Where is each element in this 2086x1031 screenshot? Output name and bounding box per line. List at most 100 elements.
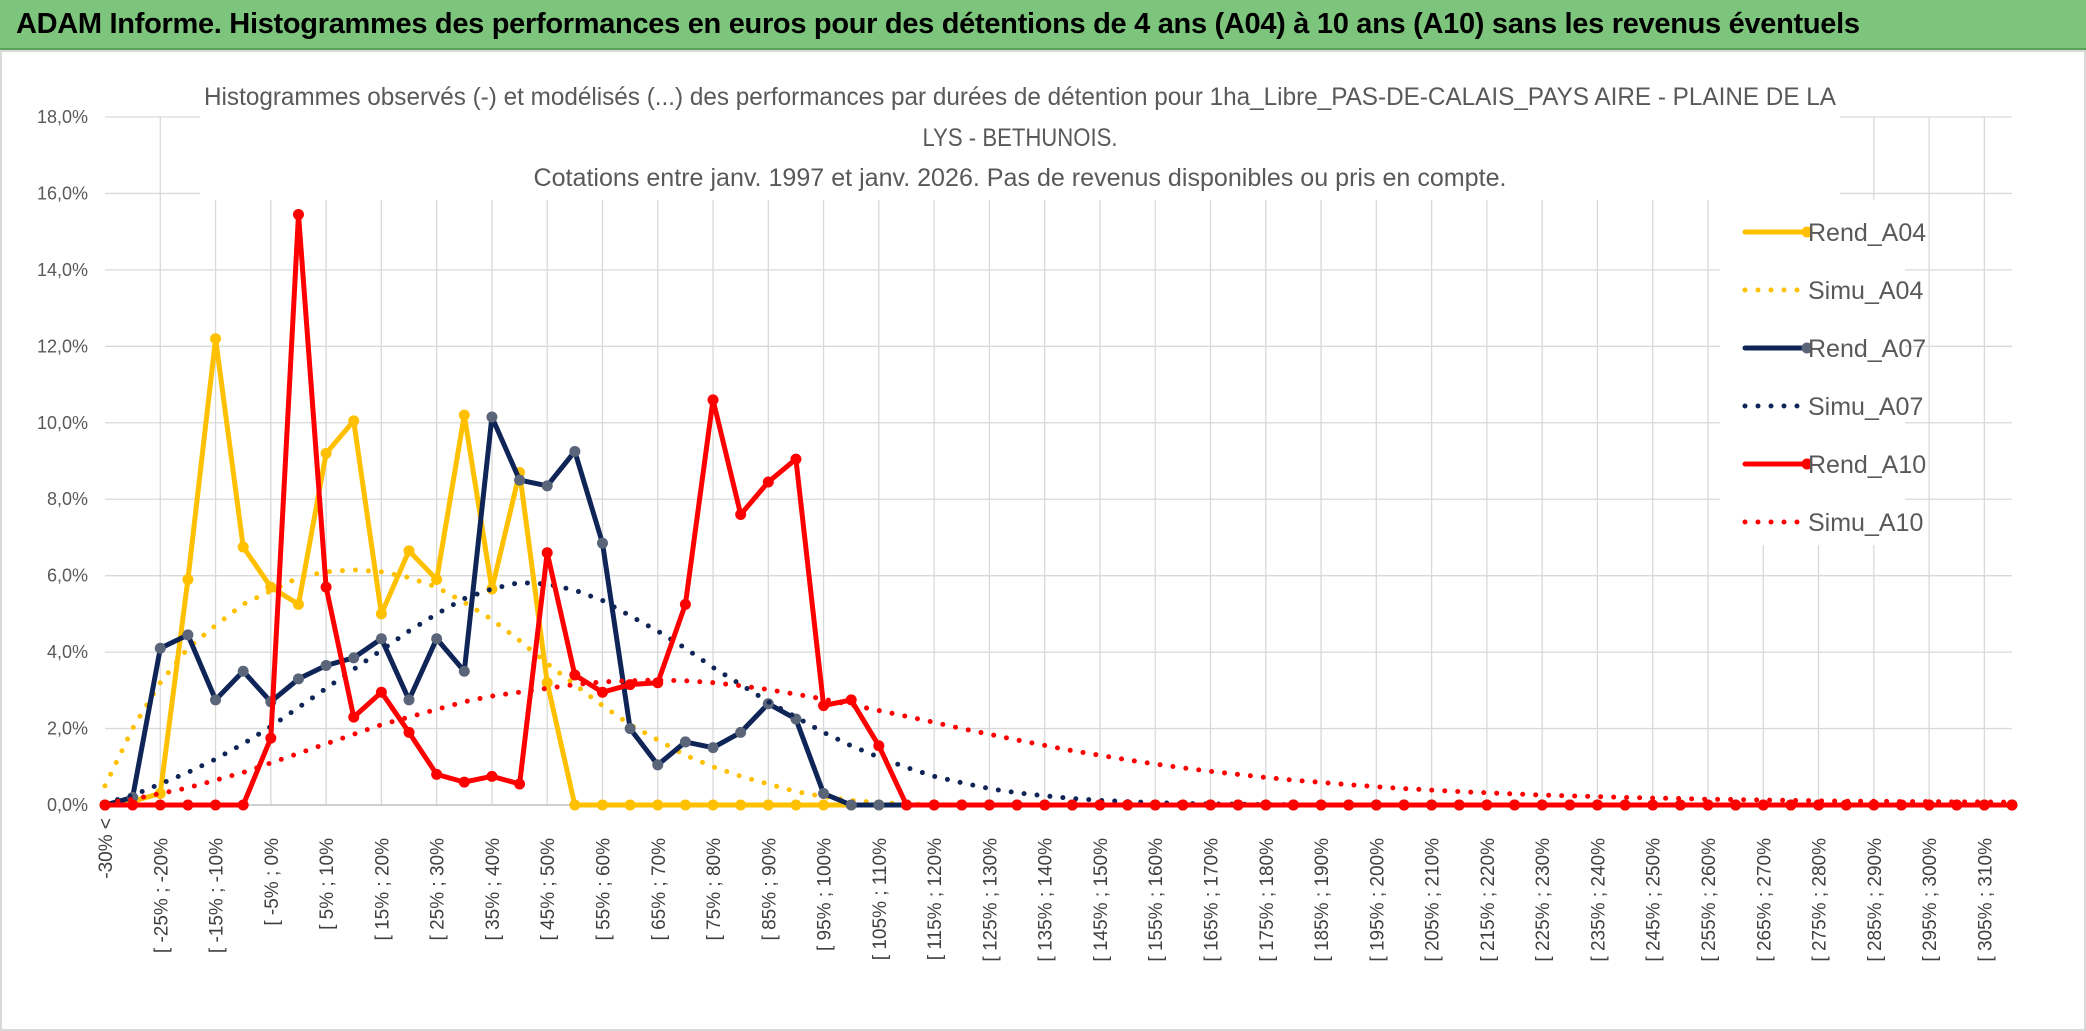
data-point xyxy=(154,642,166,654)
data-point xyxy=(348,711,360,723)
data-point xyxy=(182,573,194,585)
x-tick-label: [ 275% ; 280% xyxy=(1810,838,1831,962)
series-line-Rend_A10 xyxy=(102,212,2015,808)
data-point xyxy=(458,665,470,677)
data-point xyxy=(679,736,691,748)
data-point xyxy=(1730,799,1742,811)
data-point xyxy=(348,652,360,664)
data-point xyxy=(596,686,608,698)
data-point xyxy=(486,411,498,423)
series-line-Simu_A10 xyxy=(102,677,2015,806)
x-tick-label: [ 5% ; 10% xyxy=(317,838,338,930)
data-point xyxy=(1205,799,1217,811)
data-point xyxy=(1619,799,1631,811)
legend-label: Rend_A04 xyxy=(1808,219,1926,247)
x-tick-label: [ 255% ; 260% xyxy=(1699,838,1720,962)
data-point xyxy=(320,447,332,459)
data-point xyxy=(1536,799,1548,811)
data-point xyxy=(1287,799,1299,811)
chart-title-line: LYS - BETHUNOIS. xyxy=(923,124,1118,152)
chart-title-line: Cotations entre janv. 1997 et janv. 2026… xyxy=(534,164,1507,192)
x-tick-label: [ 145% ; 150% xyxy=(1091,838,1112,962)
x-tick-label: [ 285% ; 290% xyxy=(1865,838,1886,962)
data-point xyxy=(541,677,553,689)
data-point xyxy=(652,759,664,771)
data-point xyxy=(1674,799,1686,811)
y-tick-label: 8,0% xyxy=(47,489,88,509)
data-point xyxy=(735,509,747,521)
data-point xyxy=(707,742,719,754)
x-tick-label: [ 45% ; 50% xyxy=(538,838,559,941)
data-point xyxy=(320,659,332,671)
y-tick-label: 6,0% xyxy=(47,566,88,586)
data-point xyxy=(403,545,415,557)
data-point xyxy=(624,799,636,811)
data-point xyxy=(210,333,222,345)
data-point xyxy=(541,547,553,559)
x-tick-label: [ 245% ; 250% xyxy=(1644,838,1665,962)
data-point xyxy=(818,700,830,712)
y-axis: 0,0% 2,0% 4,0% 6,0% 8,0% 10,0% 12,0% 14,0% 16,0%… xyxy=(37,107,88,815)
legend-background xyxy=(1720,200,1905,545)
data-point xyxy=(928,799,940,811)
x-tick-label: [ 125% ; 130% xyxy=(980,838,1001,962)
data-point xyxy=(431,633,443,645)
x-tick-label: [ 265% ; 270% xyxy=(1754,838,1775,962)
data-point xyxy=(431,573,443,585)
x-tick-label: [ 175% ; 180% xyxy=(1257,838,1278,962)
chart-title-line: Histogrammes observés (-) et modélisés (… xyxy=(204,83,1836,111)
data-point xyxy=(237,665,249,677)
x-tick-label: [ 185% ; 190% xyxy=(1312,838,1333,962)
data-point xyxy=(1039,799,1051,811)
data-point xyxy=(237,799,249,811)
data-point xyxy=(210,694,222,706)
data-point xyxy=(1315,799,1327,811)
data-point xyxy=(292,208,304,220)
legend: Rend_A04 Simu_A04 Rend_A07 Simu_A07 Rend_A10… xyxy=(1720,200,1926,545)
x-tick-label: [ 295% ; 300% xyxy=(1920,838,1941,962)
data-point xyxy=(486,770,498,782)
legend-entry-Rend_A10: Rend_A10 xyxy=(1742,451,1926,479)
legend-entry-Simu_A07: Simu_A07 xyxy=(1742,393,1923,421)
data-point xyxy=(1177,799,1189,811)
x-tick-label: [ -5% ; 0% xyxy=(262,838,283,926)
data-point xyxy=(1343,799,1355,811)
title-background xyxy=(200,72,1840,200)
legend-entry-Simu_A04: Simu_A04 xyxy=(1742,277,1923,305)
data-point xyxy=(541,480,553,492)
series-line-Simu_A04 xyxy=(102,567,2015,808)
data-point xyxy=(375,633,387,645)
legend-label: Simu_A10 xyxy=(1808,509,1923,537)
chart-frame xyxy=(0,50,2086,1031)
data-point xyxy=(1370,799,1382,811)
data-point xyxy=(956,799,968,811)
data-point xyxy=(1481,799,1493,811)
legend-label: Simu_A07 xyxy=(1808,393,1923,421)
data-point xyxy=(1591,799,1603,811)
chart-title: Histogrammes observés (-) et modélisés (… xyxy=(200,72,1840,200)
data-point xyxy=(707,799,719,811)
data-point xyxy=(790,799,802,811)
data-point xyxy=(1453,799,1465,811)
data-point xyxy=(1426,799,1438,811)
data-point xyxy=(735,726,747,738)
y-tick-label: 2,0% xyxy=(47,719,88,739)
data-point xyxy=(1647,799,1659,811)
data-point xyxy=(679,598,691,610)
data-point xyxy=(292,598,304,610)
data-point xyxy=(569,669,581,681)
data-point xyxy=(790,453,802,465)
x-tick-label: [ 135% ; 140% xyxy=(1036,838,1057,962)
data-point xyxy=(182,629,194,641)
legend-label: Simu_A04 xyxy=(1808,277,1923,305)
x-tick-label: [ 105% ; 110% xyxy=(870,838,891,960)
data-point xyxy=(375,608,387,620)
y-tick-label: 18,0% xyxy=(37,107,88,127)
data-point xyxy=(320,581,332,593)
y-tick-label: 12,0% xyxy=(37,336,88,356)
data-point xyxy=(1149,799,1161,811)
data-point xyxy=(1122,799,1134,811)
data-point xyxy=(458,776,470,788)
data-point xyxy=(182,799,194,811)
series-Rend_A10 xyxy=(99,208,2018,811)
